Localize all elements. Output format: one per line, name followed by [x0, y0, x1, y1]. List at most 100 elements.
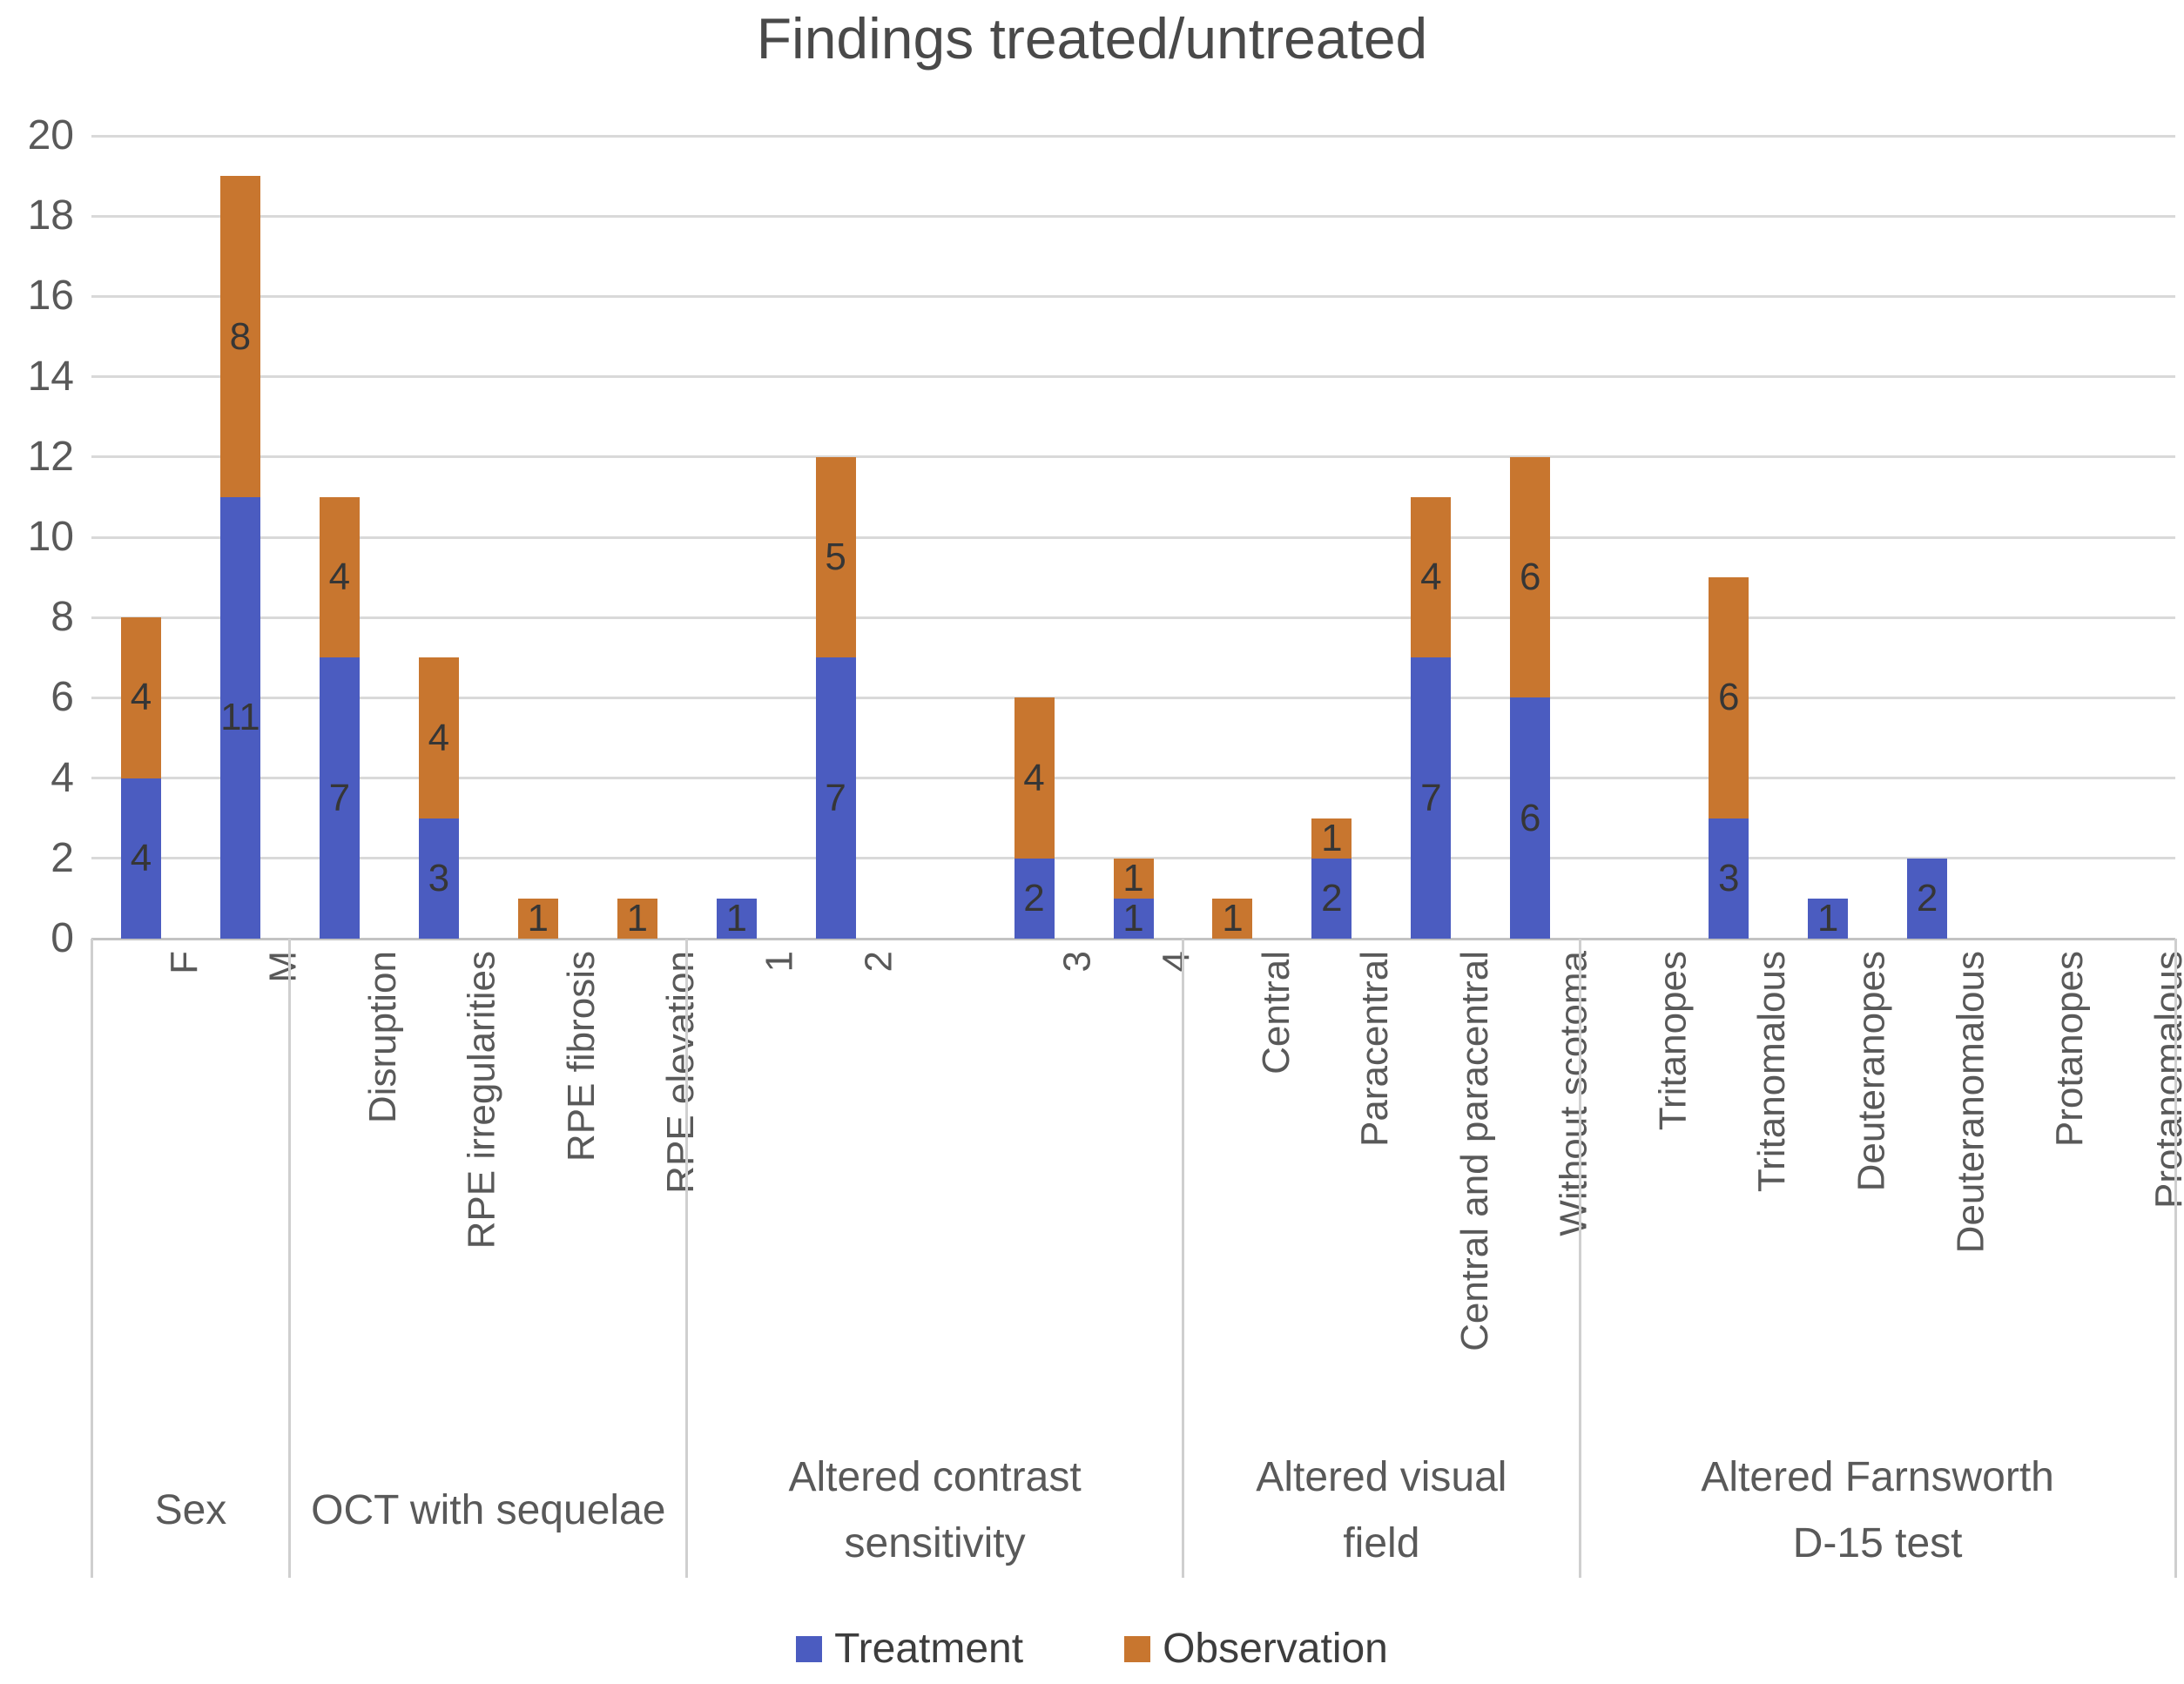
category-label: Central: [1254, 951, 1298, 1074]
bar-observation: [517, 898, 558, 939]
y-tick-label: 2: [51, 834, 74, 881]
y-tick-label: 16: [27, 273, 74, 320]
bar-treatment: [418, 818, 459, 939]
chart-title: Findings treated/untreated: [756, 6, 1428, 71]
data-label: 4: [1420, 556, 1442, 599]
category-label: F: [162, 951, 206, 974]
bar-observation: [418, 657, 459, 818]
data-label: 7: [1420, 776, 1442, 819]
data-label: 11: [220, 696, 260, 739]
group-label-line: D-15 test: [1792, 1520, 1963, 1566]
bar-observation: [120, 617, 161, 778]
data-label: 1: [1321, 816, 1343, 859]
bar-observation: [1014, 697, 1055, 859]
gridline: [91, 375, 2175, 379]
bar-observation: [1311, 818, 1352, 859]
data-label: 1: [1817, 896, 1839, 940]
bar-treatment: [1709, 818, 1749, 939]
data-label: 6: [1717, 676, 1740, 719]
category-label: 1: [758, 951, 801, 973]
data-label: 1: [1122, 896, 1144, 940]
data-label: 1: [725, 896, 747, 940]
bar-treatment: [716, 898, 757, 939]
group-divider: [288, 939, 292, 1578]
bar-treatment: [1014, 858, 1055, 939]
bar-observation: [815, 456, 856, 658]
group-label: Altered contrast sensitivity: [687, 1438, 1183, 1583]
bar-treatment: [1510, 697, 1551, 939]
bar-observation: [1709, 577, 1749, 818]
group-label-line: sensitivity: [844, 1520, 1026, 1566]
gridline: [91, 616, 2175, 619]
y-tick-label: 6: [51, 674, 74, 721]
data-label: 1: [1222, 896, 1244, 940]
data-label: 7: [328, 776, 351, 819]
legend-label-observation: Observation: [1163, 1626, 1388, 1672]
y-tick-label: 4: [51, 754, 74, 801]
y-tick-label: 18: [27, 192, 74, 239]
data-label: 3: [428, 856, 450, 899]
group-label-line: field: [1343, 1520, 1420, 1566]
gridline: [91, 134, 2175, 138]
data-label: 3: [1717, 856, 1740, 899]
group-label-line: Altered Farnsworth: [1701, 1454, 2054, 1500]
legend-label-treatment: Treatment: [834, 1626, 1024, 1672]
bar-observation: [1510, 456, 1551, 698]
gridline: [91, 214, 2175, 218]
bar-treatment: [319, 657, 360, 939]
group-label: OCT with sequelae: [290, 1438, 687, 1583]
group-label: Altered visual field: [1183, 1438, 1580, 1583]
gridline: [91, 455, 2175, 459]
bar-treatment: [815, 657, 856, 939]
y-tick-label: 10: [27, 514, 74, 560]
gridline: [91, 536, 2175, 539]
x-axis-line: [91, 937, 2175, 940]
bar-observation: [1411, 496, 1452, 658]
bar-treatment: [1808, 898, 1849, 939]
treatment-swatch-icon: [796, 1636, 823, 1662]
category-label: Protanomalous: [2147, 951, 2184, 1209]
bar-observation: [319, 496, 360, 658]
bar-treatment: [120, 778, 161, 939]
group-divider: [1578, 939, 1581, 1578]
category-label: RPE elevation: [658, 951, 702, 1194]
category-label: M: [261, 951, 305, 983]
data-label: 4: [428, 716, 450, 759]
bar-treatment: [1113, 898, 1154, 939]
bar-treatment: [219, 496, 260, 939]
group-divider: [685, 939, 689, 1578]
data-label: 6: [1520, 796, 1541, 839]
y-tick-label: 12: [27, 433, 74, 480]
data-label: 6: [1520, 556, 1541, 599]
category-label: Without scotoma: [1552, 951, 1595, 1236]
legend: Treatment Observation: [0, 1621, 2184, 1677]
category-label: Protanopes: [2048, 951, 2092, 1148]
category-label: 4: [1155, 951, 1198, 973]
bar-treatment: [1907, 858, 1948, 939]
data-label: 2: [1321, 876, 1343, 919]
bar-observation: [219, 176, 260, 497]
bar-observation: [617, 898, 657, 939]
y-tick-label: 20: [27, 112, 74, 158]
data-label: 4: [1023, 756, 1045, 799]
gridline: [91, 777, 2175, 780]
data-label: 4: [130, 676, 152, 719]
group-label-line: Altered contrast: [788, 1454, 1082, 1500]
category-label: Tritanopes: [1651, 951, 1695, 1131]
category-label: Paracentral: [1353, 951, 1397, 1148]
gridline: [91, 294, 2175, 298]
data-label: 8: [229, 314, 252, 358]
category-label: Deuteranomalous: [1949, 951, 1992, 1254]
group-label-line: Altered visual: [1256, 1454, 1507, 1500]
bar-treatment: [1311, 858, 1352, 939]
category-label: Disruption: [361, 951, 404, 1124]
data-label: 4: [130, 836, 152, 879]
category-label: Tritanomalous: [1750, 951, 1794, 1193]
bar-observation: [1113, 858, 1154, 899]
group-label-line: Sex: [154, 1487, 227, 1533]
category-label: 2: [857, 951, 900, 973]
group-divider: [90, 939, 93, 1578]
bar-observation: [1212, 898, 1253, 939]
category-label: RPE irregularities: [460, 951, 503, 1250]
y-tick-label: 0: [51, 915, 74, 961]
